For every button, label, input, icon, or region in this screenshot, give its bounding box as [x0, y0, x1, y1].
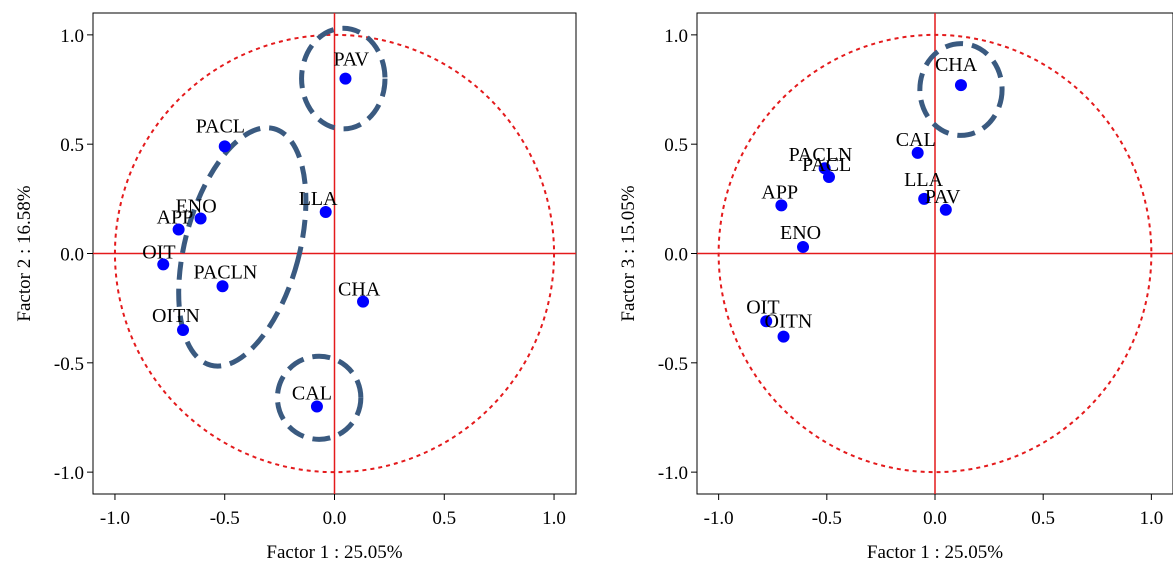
y-tick-label: -1.0 [54, 463, 84, 484]
x-axis-title: Factor 1 : 25.05% [266, 542, 402, 563]
y-tick-label: 0.5 [664, 135, 688, 156]
data-point-app [775, 199, 788, 212]
x-tick-label: 0.5 [432, 508, 456, 529]
data-point-lla [319, 205, 332, 218]
plot-area [93, 13, 576, 494]
data-point-eno [194, 212, 207, 225]
x-tick-label: 0.0 [323, 508, 347, 529]
unit-circle [717, 33, 1153, 474]
point-label-oitn: OITN [765, 311, 813, 333]
data-point-oit [157, 258, 170, 271]
point-label-cal: CAL [896, 129, 936, 151]
y-tick-label: -0.5 [658, 354, 688, 375]
group-ellipse-3 [274, 353, 364, 442]
y-axis-title: Factor 2 : 16.58% [14, 185, 35, 321]
point-label-oitn: OITN [152, 305, 200, 327]
y-tick-label: 0.0 [60, 245, 84, 266]
x-tick-label: -1.0 [704, 508, 734, 529]
x-axis-title: Factor 1 : 25.05% [867, 542, 1003, 563]
data-point-lla [918, 192, 931, 205]
data-point-cha [954, 79, 967, 92]
x-tick-label: 1.0 [1139, 508, 1163, 529]
data-point-oitn [177, 324, 190, 337]
data-point-eno [797, 240, 810, 253]
data-point-app [172, 223, 185, 236]
point-label-oit: OIT [142, 241, 175, 263]
data-point-pacl [822, 170, 835, 183]
point-label-pacl: PACL [802, 154, 851, 176]
data-point-cal [310, 400, 323, 413]
y-tick-label: 0.5 [60, 135, 84, 156]
point-label-pacln: PACLN [789, 144, 853, 166]
x-tick-label: 0.5 [1031, 508, 1055, 529]
point-label-app: APP [157, 206, 194, 228]
unit-circle [113, 33, 556, 474]
point-label-lla: LLA [904, 169, 943, 191]
group-ellipse-2 [176, 125, 309, 369]
point-label-pav: PAV [925, 186, 961, 208]
point-label-eno: ENO [780, 222, 821, 244]
group-ellipse-1 [917, 41, 1005, 138]
y-tick-label: 1.0 [664, 26, 688, 47]
point-label-pacln: PACLN [194, 261, 258, 283]
x-tick-label: -0.5 [812, 508, 842, 529]
point-label-app: APP [761, 181, 798, 203]
point-label-cal: CAL [292, 383, 332, 405]
y-tick-label: -1.0 [658, 463, 688, 484]
point-label-pacl: PACL [196, 115, 245, 137]
point-label-pav: PAV [333, 49, 369, 71]
data-point-pacl [218, 140, 231, 153]
x-tick-label: -1.0 [100, 508, 130, 529]
data-point-pav [939, 203, 952, 216]
data-point-oit [760, 315, 773, 328]
point-label-lla: LLA [299, 188, 338, 210]
group-ellipse-1 [299, 25, 388, 132]
y-tick-label: 1.0 [60, 26, 84, 47]
data-point-cal [911, 146, 924, 159]
data-point-oitn [777, 330, 790, 343]
data-point-pacln [216, 280, 229, 293]
y-axis-title: Factor 3 : 15.05% [618, 185, 639, 321]
x-tick-label: 1.0 [542, 508, 566, 529]
y-tick-label: 0.0 [664, 245, 688, 266]
point-label-eno: ENO [176, 196, 217, 218]
plot-area [697, 13, 1173, 494]
x-tick-label: -0.5 [210, 508, 240, 529]
y-tick-label: -0.5 [54, 354, 84, 375]
data-point-cha [357, 295, 370, 308]
x-tick-label: 0.0 [923, 508, 947, 529]
point-label-cha: CHA [338, 279, 381, 301]
point-label-cha: CHA [935, 54, 978, 76]
data-point-pav [339, 72, 352, 85]
point-label-oit: OIT [746, 296, 779, 318]
